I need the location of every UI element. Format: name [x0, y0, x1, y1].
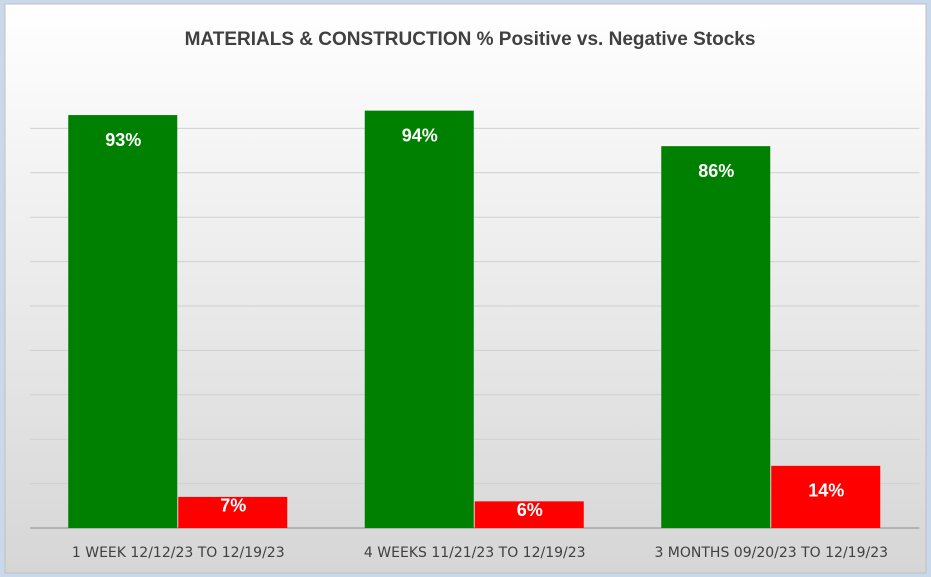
bar [771, 465, 881, 528]
data-label: 7% [220, 496, 246, 516]
bar [68, 115, 178, 528]
data-label: 93% [105, 130, 141, 150]
x-tick-label: 1 WEEK 12/12/23 TO 12/19/23 [72, 545, 285, 561]
data-label: 6% [517, 500, 543, 520]
chart-title: MATERIALS & CONSTRUCTION % Positive vs. … [185, 29, 756, 50]
bar [474, 501, 584, 528]
x-tick-label: 4 WEEKS 11/21/23 TO 12/19/23 [364, 545, 586, 561]
data-label: 86% [698, 161, 734, 181]
bar [178, 496, 288, 528]
data-label: 14% [808, 481, 844, 501]
data-label: 94% [402, 125, 438, 145]
bar [364, 110, 474, 528]
bar [661, 146, 771, 528]
x-tick-label: 3 MONTHS 09/20/23 TO 12/19/23 [654, 545, 888, 561]
